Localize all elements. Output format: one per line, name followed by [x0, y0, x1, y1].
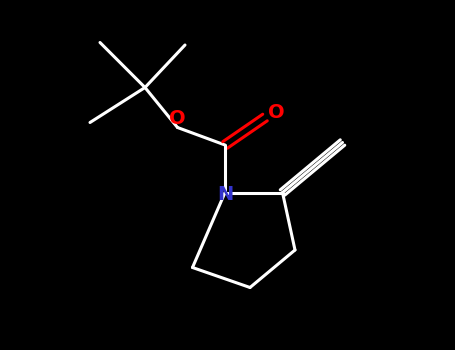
Text: O: O [169, 109, 186, 128]
Text: O: O [268, 103, 284, 122]
Text: N: N [217, 186, 233, 204]
